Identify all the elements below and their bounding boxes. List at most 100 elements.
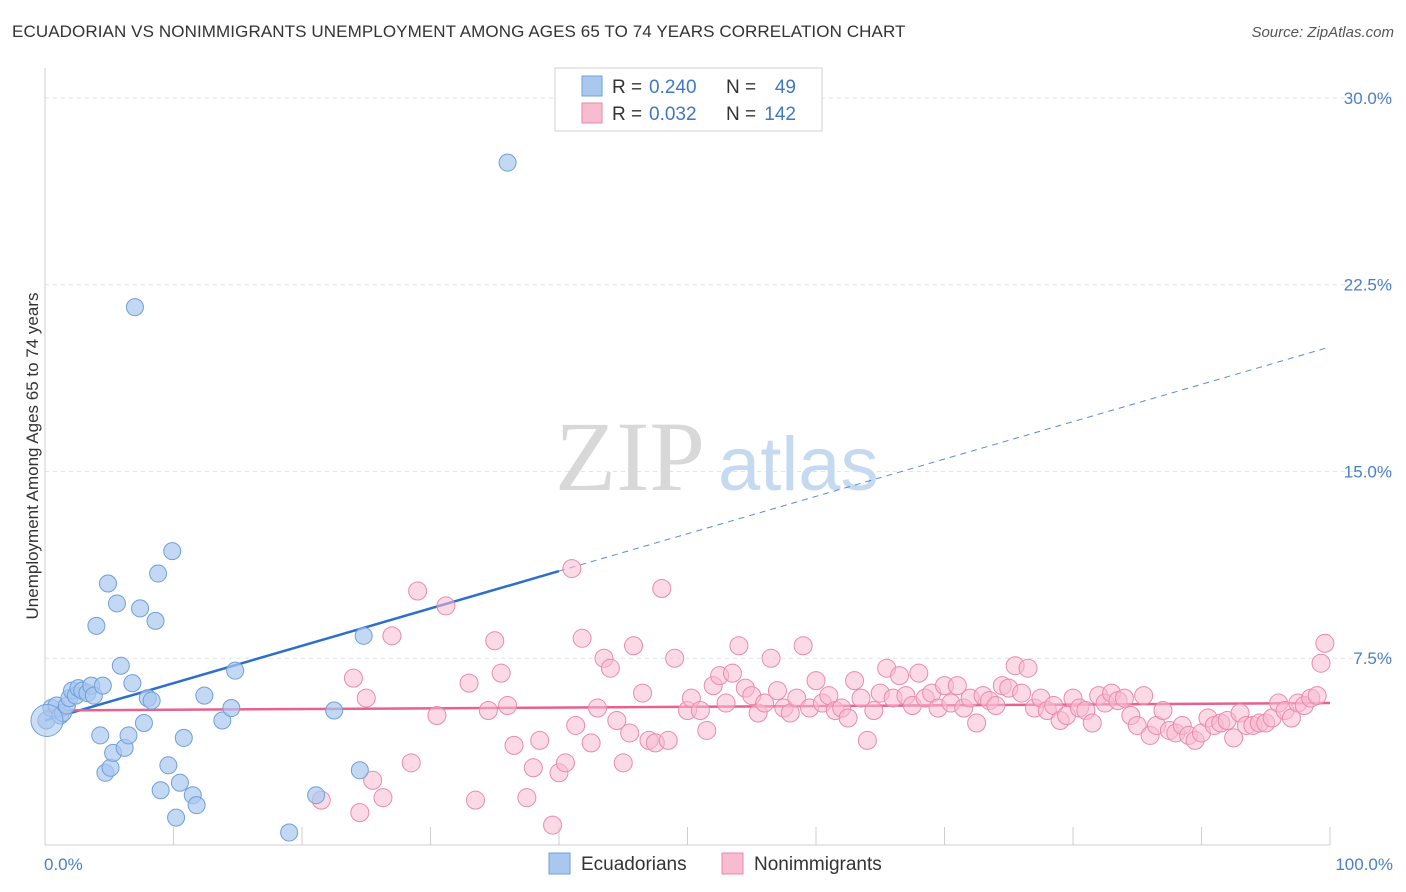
point-nonimmigrants-18 <box>517 788 537 808</box>
y-tick-label-2: 22.5% <box>1344 276 1392 295</box>
y-tick-label-3: 30.0% <box>1344 89 1392 108</box>
point-nonimmigrants-29 <box>600 658 620 678</box>
watermark-atlas: atlas <box>718 422 879 507</box>
point-nonimmigrants-7 <box>401 753 421 773</box>
point-nonimmigrants-93 <box>1018 658 1038 678</box>
legend-r-label-2: R = <box>612 104 642 125</box>
point-nonimmigrants-21 <box>543 815 563 835</box>
x-tick-labels: 0.0% 100.0% <box>44 855 1393 874</box>
legend-r-value-2: 0.032 <box>649 104 697 125</box>
series-legend: Ecuadorians Nonimmigrants <box>548 852 882 875</box>
point-nonimmigrants-32 <box>620 723 640 743</box>
watermark-zip: ZIP <box>555 401 705 512</box>
point-nonimmigrants-30 <box>607 710 627 730</box>
legend-n-label-1: N = <box>726 77 756 98</box>
point-ecuadorians-46 <box>307 786 326 805</box>
watermark: ZIP atlas <box>555 401 879 512</box>
point-nonimmigrants-43 <box>697 720 717 740</box>
point-nonimmigrants-65 <box>838 708 858 728</box>
point-ecuadorians-19 <box>101 758 120 777</box>
point-nonimmigrants-141 <box>588 698 608 718</box>
point-nonimmigrants-6 <box>382 626 402 646</box>
point-ecuadorians-30 <box>142 691 161 710</box>
point-ecuadorians-16 <box>93 676 112 695</box>
point-ecuadorians-44 <box>226 661 245 680</box>
grid-lines <box>45 97 1392 659</box>
point-ecuadorians-21 <box>107 594 126 613</box>
point-nonimmigrants-8 <box>408 581 428 601</box>
data-points <box>30 153 1335 842</box>
point-nonimmigrants-38 <box>658 730 678 750</box>
point-nonimmigrants-42 <box>690 701 710 721</box>
point-ecuadorians-38 <box>174 728 193 747</box>
legend-r-value-1: 0.240 <box>649 77 697 98</box>
point-nonimmigrants-111 <box>1134 686 1154 706</box>
point-nonimmigrants-68 <box>857 730 877 750</box>
point-nonimmigrants-15 <box>491 663 511 683</box>
point-nonimmigrants-66 <box>845 671 865 691</box>
point-ecuadorians-50 <box>498 153 517 172</box>
x-tick-label-1: 100.0% <box>1335 855 1393 874</box>
point-nonimmigrants-53 <box>761 648 781 668</box>
point-nonimmigrants-9 <box>427 706 447 726</box>
y-tick-label-1: 15.0% <box>1344 462 1392 481</box>
point-nonimmigrants-58 <box>793 636 813 656</box>
point-nonimmigrants-10 <box>436 596 456 616</box>
point-ecuadorians-15 <box>91 726 110 745</box>
point-nonimmigrants-76 <box>909 663 929 683</box>
point-ecuadorians-34 <box>159 756 178 775</box>
point-nonimmigrants-27 <box>581 733 601 753</box>
y-tick-label-0: 7.5% <box>1353 649 1392 668</box>
point-nonimmigrants-47 <box>722 663 742 683</box>
point-nonimmigrants-140 <box>1315 633 1335 653</box>
bottom-legend-label-ecuadorians: Ecuadorians <box>581 854 687 875</box>
point-ecuadorians-45 <box>280 823 299 842</box>
point-nonimmigrants-60 <box>806 671 826 691</box>
point-ecuadorians-18 <box>98 574 117 593</box>
point-nonimmigrants-4 <box>363 770 383 790</box>
chart-title: ECUADORIAN VS NONIMMIGRANTS UNEMPLOYMENT… <box>12 22 906 41</box>
legend-swatch-ecuadorians <box>581 75 603 97</box>
bottom-legend-swatch-nonimmigrants <box>721 852 744 875</box>
stats-legend: R = 0.240 N = 49 R = 0.032 N = 142 <box>554 67 823 132</box>
point-ecuadorians-42 <box>213 711 232 730</box>
trend-line-ecuadorians <box>44 569 560 722</box>
point-ecuadorians-48 <box>350 761 369 780</box>
point-nonimmigrants-54 <box>767 681 787 701</box>
point-nonimmigrants-85 <box>967 713 987 733</box>
point-nonimmigrants-108 <box>1114 688 1134 708</box>
point-nonimmigrants-82 <box>947 676 967 696</box>
point-nonimmigrants-138 <box>1307 686 1327 706</box>
point-ecuadorians-43 <box>222 699 241 718</box>
point-ecuadorians-25 <box>123 674 142 693</box>
point-ecuadorians-40 <box>187 796 206 815</box>
point-nonimmigrants-19 <box>523 758 543 778</box>
point-nonimmigrants-46 <box>716 693 736 713</box>
point-nonimmigrants-16 <box>498 696 518 716</box>
chart-source: Source: ZipAtlas.com <box>1251 24 1394 41</box>
point-nonimmigrants-92 <box>1012 683 1032 703</box>
point-nonimmigrants-139 <box>1311 653 1331 673</box>
point-ecuadorians-14 <box>87 616 106 635</box>
point-nonimmigrants-34 <box>633 683 653 703</box>
point-ecuadorians-35 <box>163 542 182 561</box>
point-ecuadorians-47 <box>325 701 344 720</box>
point-nonimmigrants-23 <box>555 753 575 773</box>
point-ecuadorians-27 <box>131 599 150 618</box>
point-nonimmigrants-13 <box>478 701 498 721</box>
point-ecuadorians-22 <box>111 656 130 675</box>
point-nonimmigrants-33 <box>624 636 644 656</box>
point-ecuadorians-28 <box>134 713 153 732</box>
point-ecuadorians-26 <box>125 298 144 317</box>
point-nonimmigrants-39 <box>665 648 685 668</box>
point-ecuadorians-49 <box>354 626 373 645</box>
point-nonimmigrants-114 <box>1153 701 1173 721</box>
x-tick-label-0: 0.0% <box>44 855 83 874</box>
bottom-legend-label-nonimmigrants: Nonimmigrants <box>754 854 882 875</box>
trend-line-ecuadorians-extension <box>558 346 1331 572</box>
point-nonimmigrants-20 <box>530 730 550 750</box>
legend-n-value-1: 49 <box>775 77 796 98</box>
point-nonimmigrants-48 <box>729 636 749 656</box>
point-nonimmigrants-37 <box>652 579 672 599</box>
